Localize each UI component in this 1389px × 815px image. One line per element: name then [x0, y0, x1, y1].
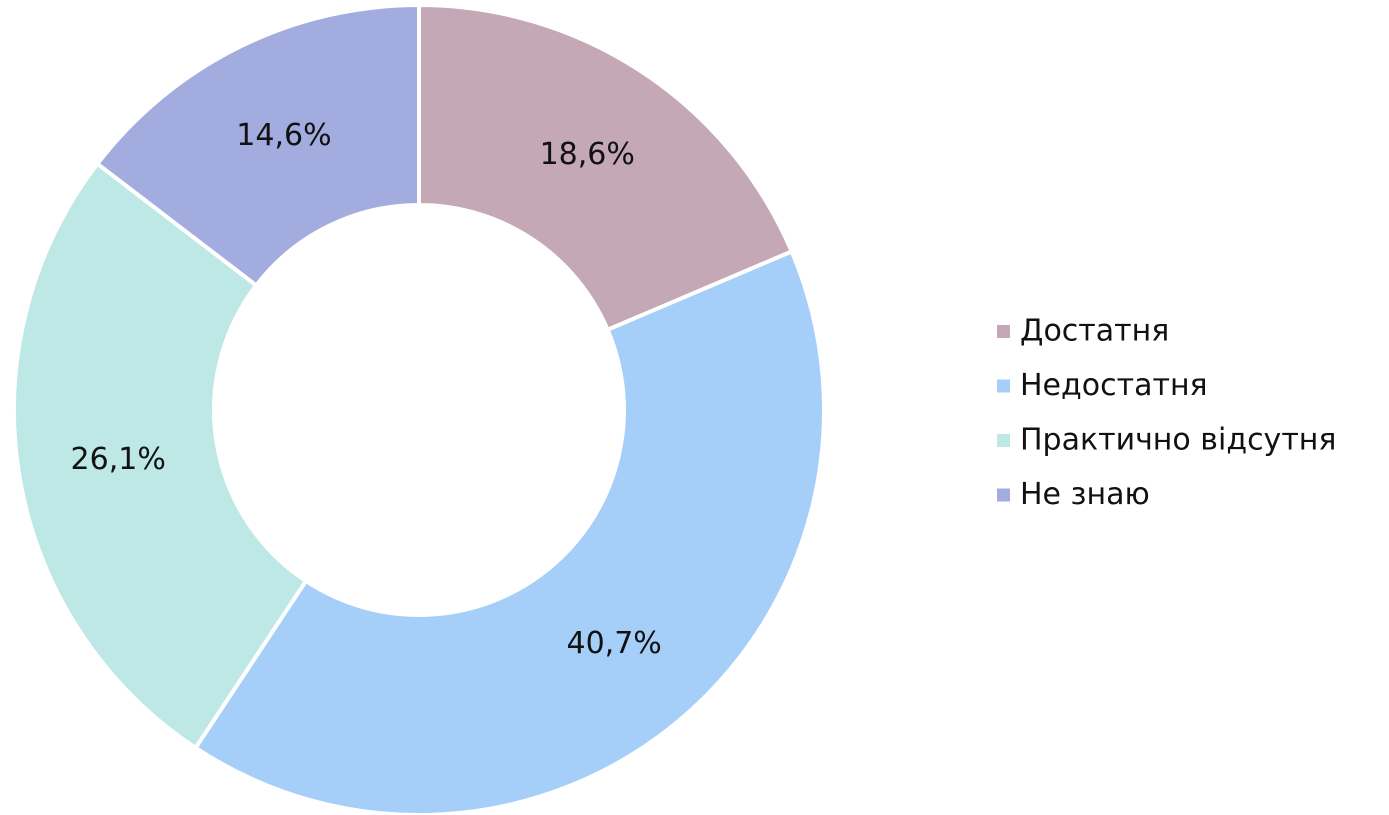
- donut-slice: [12, 160, 309, 751]
- legend-swatch: [997, 434, 1010, 447]
- value-label: 18,6%: [540, 137, 635, 172]
- legend-label: Практично відсутня: [1020, 423, 1336, 458]
- donut-slice: [192, 248, 826, 815]
- value-label: 14,6%: [236, 118, 331, 153]
- legend-label: Достатня: [1020, 314, 1169, 349]
- legend-swatch: [997, 325, 1010, 338]
- legend-swatch: [997, 488, 1010, 502]
- value-label: 26,1%: [71, 442, 166, 477]
- donut-slice: [94, 2, 421, 289]
- legend-label: Не знаю: [1020, 477, 1150, 512]
- donut-slice: [417, 2, 795, 333]
- legend-swatch: [997, 379, 1010, 393]
- legend-label: Недостатня: [1020, 368, 1208, 403]
- value-label: 40,7%: [566, 626, 661, 661]
